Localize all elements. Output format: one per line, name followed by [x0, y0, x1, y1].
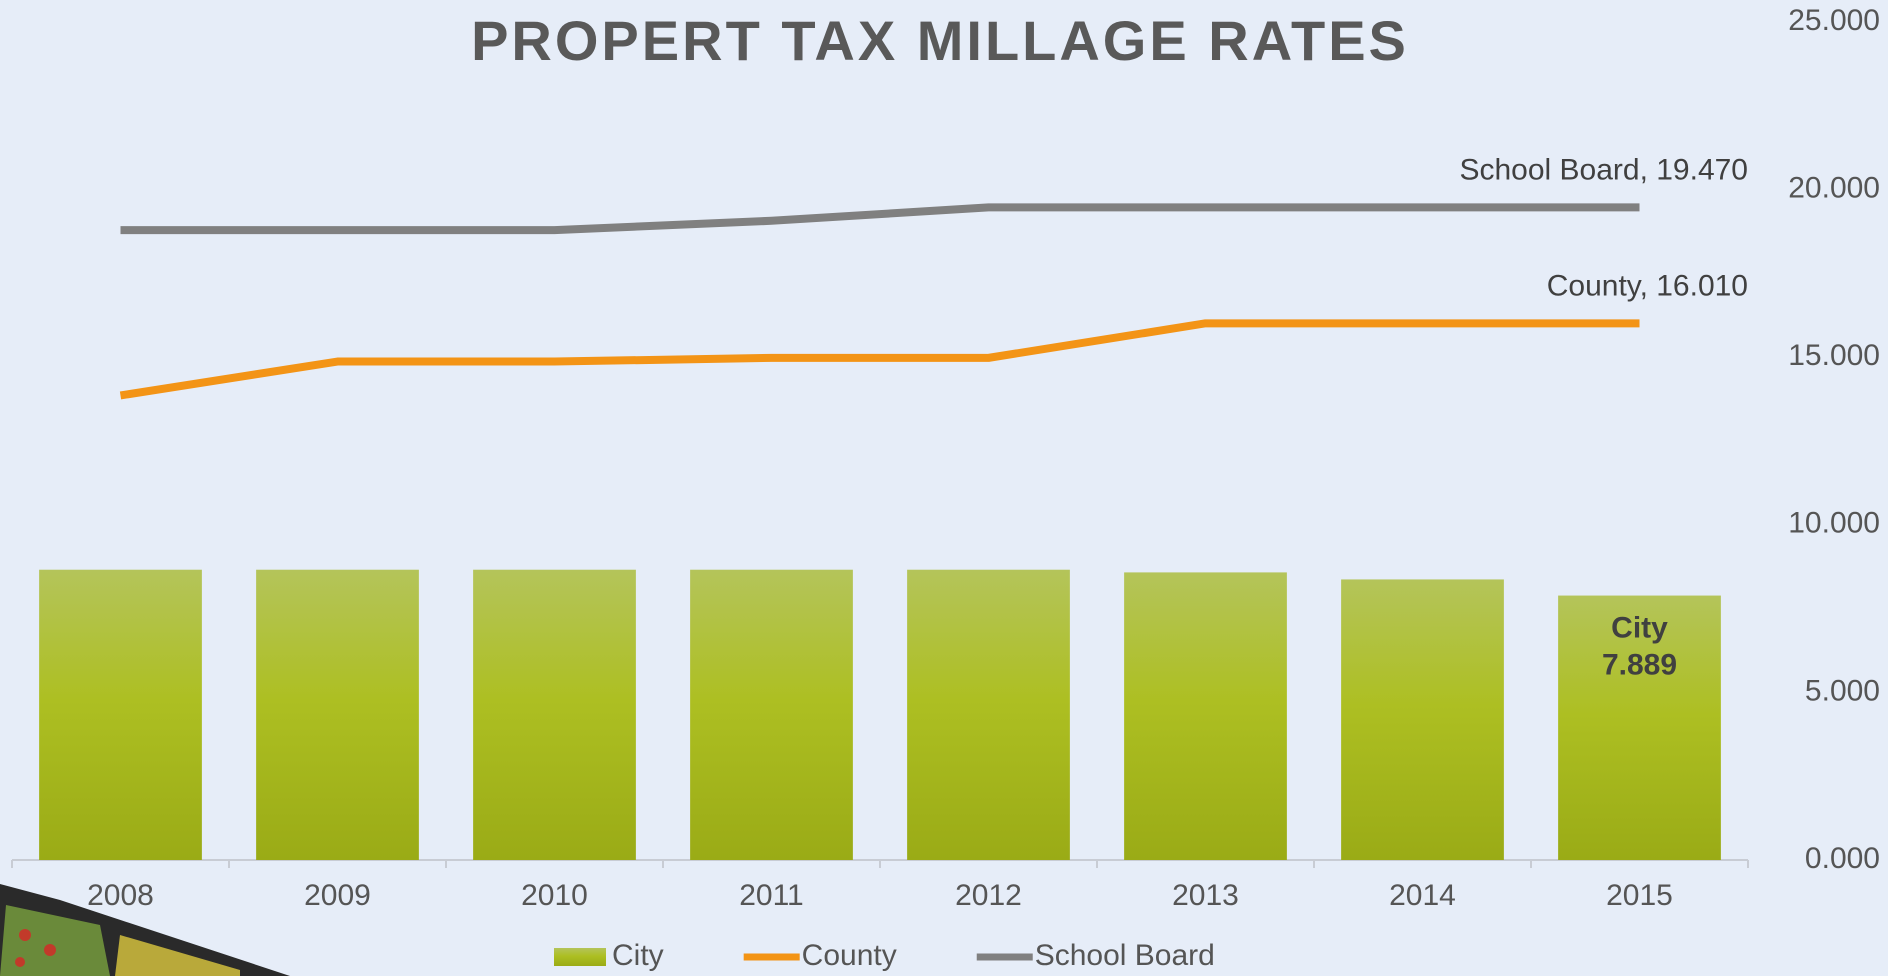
- data-label-name: School Board: [1459, 153, 1639, 186]
- bar: [1341, 579, 1504, 860]
- bar: [256, 570, 419, 860]
- x-tick-label: 2015: [1606, 879, 1673, 912]
- x-tick-label: 2009: [304, 879, 371, 912]
- legend-label: County: [802, 939, 897, 972]
- x-tick-label: 2013: [1172, 879, 1239, 912]
- bar: [39, 570, 202, 860]
- data-label: School Board, 19.470: [1459, 153, 1748, 186]
- bar: [690, 570, 853, 860]
- y-tick-label: 15.000: [1788, 339, 1880, 372]
- data-label-name: City: [1611, 611, 1668, 644]
- legend-label: School Board: [1035, 939, 1215, 972]
- x-tick-label: 2012: [955, 879, 1022, 912]
- bar: [907, 570, 1070, 860]
- y-tick-label: 10.000: [1788, 507, 1880, 540]
- chart-title: PROPERT TAX MILLAGE RATES: [471, 9, 1409, 72]
- data-label-name: County: [1547, 269, 1642, 302]
- data-label-value: 19.470: [1656, 153, 1748, 186]
- data-label-value: 16.010: [1656, 269, 1748, 302]
- bar: [473, 570, 636, 860]
- data-label-value: 7.889: [1602, 648, 1677, 681]
- y-tick-label: 5.000: [1805, 674, 1880, 707]
- x-tick-label: 2008: [87, 879, 154, 912]
- legend-swatch: [554, 948, 606, 966]
- data-label: County, 16.010: [1547, 269, 1748, 302]
- y-tick-label: 25.000: [1788, 4, 1880, 37]
- chart: PROPERT TAX MILLAGE RATES 0.000 5.000 10.0…: [0, 0, 1888, 976]
- bar: [1124, 572, 1287, 860]
- x-tick-label: 2010: [521, 879, 588, 912]
- y-tick-label: 0.000: [1805, 842, 1880, 875]
- x-tick-label: 2011: [739, 879, 804, 912]
- y-tick-label: 20.000: [1788, 172, 1880, 205]
- legend-label: City: [612, 939, 664, 972]
- x-tick-label: 2014: [1389, 879, 1456, 912]
